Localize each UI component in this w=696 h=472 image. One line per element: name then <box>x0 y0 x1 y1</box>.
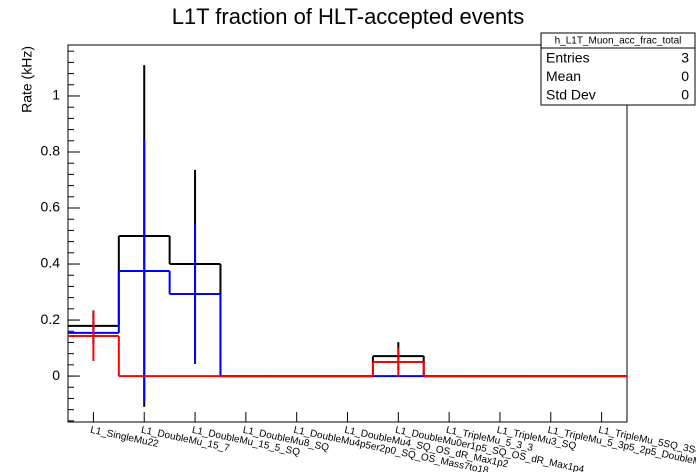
stats-label: Std Dev <box>546 87 596 103</box>
hist-riser <box>117 336 425 377</box>
y-tick-label: 0.6 <box>41 199 61 215</box>
y-tick-label: 0 <box>52 367 60 383</box>
y-axis-label: Rate (kHz) <box>19 46 35 113</box>
stats-label: Entries <box>546 50 590 66</box>
y-tick-label: 0.8 <box>41 143 61 159</box>
y-tick-label: 0.2 <box>41 311 61 327</box>
stats-value: 0 <box>681 68 689 84</box>
stats-value: 0 <box>681 87 689 103</box>
stats-value: 3 <box>681 50 689 66</box>
stats-label: Mean <box>546 68 581 84</box>
stats-box: h_L1T_Muon_acc_frac_total Entries 3 Mean 0 S… <box>540 32 696 106</box>
hist-riser <box>117 271 222 377</box>
hist-riser <box>117 236 425 377</box>
stats-title: h_L1T_Muon_acc_frac_total <box>555 36 682 47</box>
chart-title: L1T fraction of HLT-accepted events <box>172 4 525 29</box>
y-tick-label: 1 <box>52 87 60 103</box>
stats-frame <box>540 32 696 106</box>
plot-area <box>68 65 627 407</box>
y-tick-label: 0.4 <box>41 255 61 271</box>
